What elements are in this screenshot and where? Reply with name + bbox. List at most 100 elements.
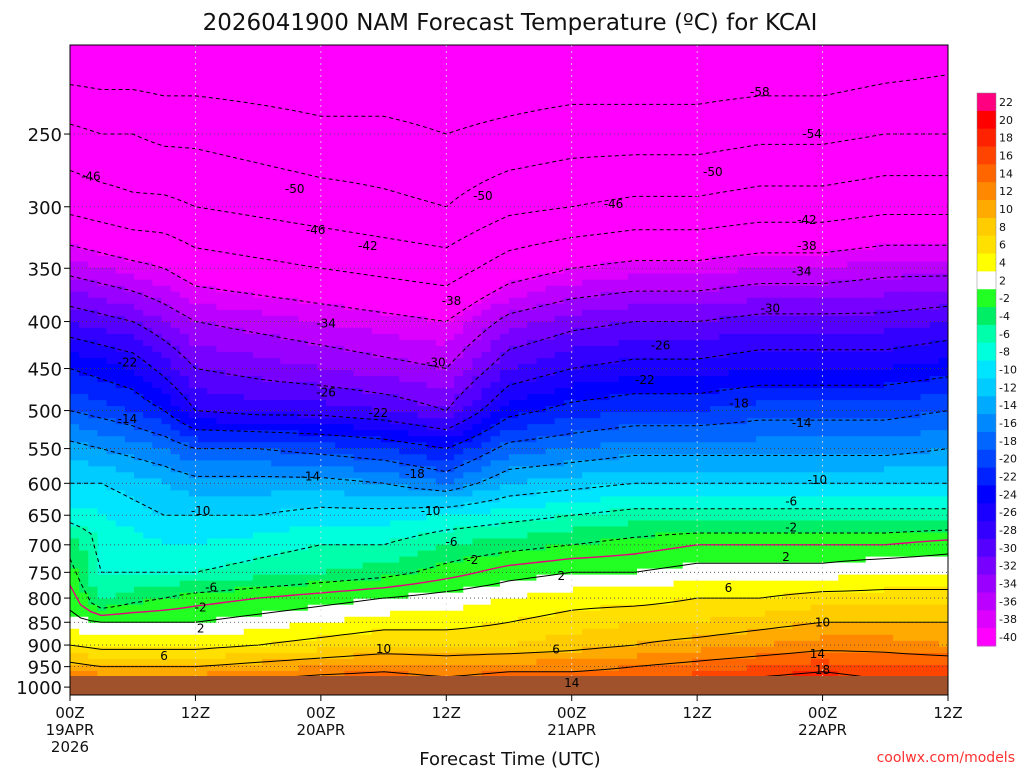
temperature-cell <box>326 207 336 215</box>
temperature-cell <box>435 532 446 540</box>
temperature-cell <box>134 261 144 269</box>
temperature-cell <box>115 628 126 636</box>
temperature-cell <box>207 333 217 341</box>
temperature-cell <box>371 418 382 425</box>
temperature-cell <box>161 502 172 510</box>
temperature-cell <box>463 604 474 612</box>
temperature-cell <box>444 93 455 100</box>
temperature-cell <box>344 490 355 497</box>
temperature-cell <box>289 508 300 516</box>
temperature-cell <box>316 81 327 88</box>
temperature-cell <box>188 219 199 227</box>
temperature-cell <box>271 279 281 287</box>
temperature-cell <box>198 357 208 365</box>
temperature-cell <box>481 544 492 552</box>
temperature-cell <box>234 610 245 618</box>
temperature-cell <box>472 652 483 660</box>
temperature-cell <box>124 382 135 389</box>
temperature-cell <box>252 261 263 269</box>
temperature-cell <box>326 382 336 389</box>
temperature-cell <box>152 153 163 160</box>
temperature-cell <box>463 640 474 648</box>
temperature-cell <box>97 351 108 359</box>
temperature-cell <box>152 183 163 191</box>
temperature-cell <box>390 394 400 401</box>
temperature-cell <box>243 640 254 648</box>
temperature-cell <box>353 321 364 329</box>
temperature-cell <box>170 51 181 58</box>
temperature-cell <box>243 610 254 618</box>
temperature-cell <box>106 394 117 401</box>
temperature-cell <box>454 129 464 136</box>
temperature-cell <box>371 532 382 540</box>
temperature-cell <box>70 622 80 630</box>
temperature-cell <box>362 670 373 678</box>
temperature-cell <box>207 285 217 293</box>
temperature-cell <box>252 508 263 516</box>
temperature-cell <box>326 231 336 239</box>
temperature-cell <box>289 255 300 263</box>
temperature-cell <box>115 339 126 347</box>
temperature-cell <box>134 213 144 221</box>
temperature-cell <box>161 430 172 437</box>
temperature-cell <box>426 261 437 269</box>
temperature-cell <box>234 514 245 522</box>
temperature-cell <box>179 261 190 269</box>
temperature-cell <box>188 670 199 678</box>
temperature-cell <box>124 550 135 558</box>
temperature-cell <box>326 201 336 209</box>
temperature-cell <box>79 249 89 257</box>
temperature-cell <box>353 87 364 94</box>
temperature-cell <box>353 237 364 245</box>
temperature-cell <box>188 586 199 594</box>
temperature-cell <box>152 273 163 281</box>
temperature-cell <box>481 610 492 618</box>
temperature-cell <box>362 640 373 648</box>
temperature-cell <box>179 586 190 594</box>
temperature-cell <box>481 231 492 239</box>
temperature-cell <box>444 363 455 371</box>
temperature-cell <box>280 321 291 329</box>
temperature-cell <box>188 562 199 570</box>
temperature-cell <box>289 51 300 58</box>
temperature-cell <box>161 598 172 606</box>
temperature-cell <box>298 105 309 112</box>
temperature-cell <box>234 598 245 606</box>
temperature-cell <box>399 357 409 365</box>
temperature-cell <box>225 664 236 672</box>
temperature-cell <box>143 105 153 112</box>
temperature-cell <box>298 370 309 377</box>
temperature-cell <box>161 351 172 359</box>
temperature-cell <box>371 442 382 449</box>
temperature-cell <box>88 327 99 335</box>
temperature-cell <box>472 159 483 166</box>
temperature-cell <box>70 526 80 534</box>
temperature-cell <box>344 249 355 257</box>
temperature-cell <box>335 231 345 239</box>
temperature-cell <box>481 628 492 636</box>
temperature-cell <box>252 207 263 215</box>
temperature-cell <box>371 520 382 528</box>
temperature-cell <box>490 189 501 197</box>
temperature-cell <box>289 478 300 485</box>
temperature-cell <box>262 478 272 485</box>
temperature-cell <box>353 171 364 179</box>
temperature-cell <box>225 297 236 305</box>
temperature-cell <box>298 297 309 305</box>
temperature-cell <box>316 598 327 606</box>
temperature-cell <box>216 526 227 534</box>
temperature-cell <box>298 117 309 124</box>
temperature-cell <box>252 664 263 672</box>
temperature-cell <box>326 562 336 570</box>
temperature-cell <box>271 93 281 100</box>
temperature-cell <box>106 520 117 528</box>
temperature-cell <box>225 532 236 540</box>
temperature-cell <box>380 484 391 491</box>
temperature-cell <box>234 568 245 576</box>
temperature-cell <box>115 129 126 136</box>
temperature-cell <box>390 664 400 672</box>
temperature-cell <box>271 129 281 136</box>
temperature-cell <box>344 219 355 227</box>
temperature-cell <box>143 616 153 624</box>
temperature-cell <box>454 147 464 154</box>
